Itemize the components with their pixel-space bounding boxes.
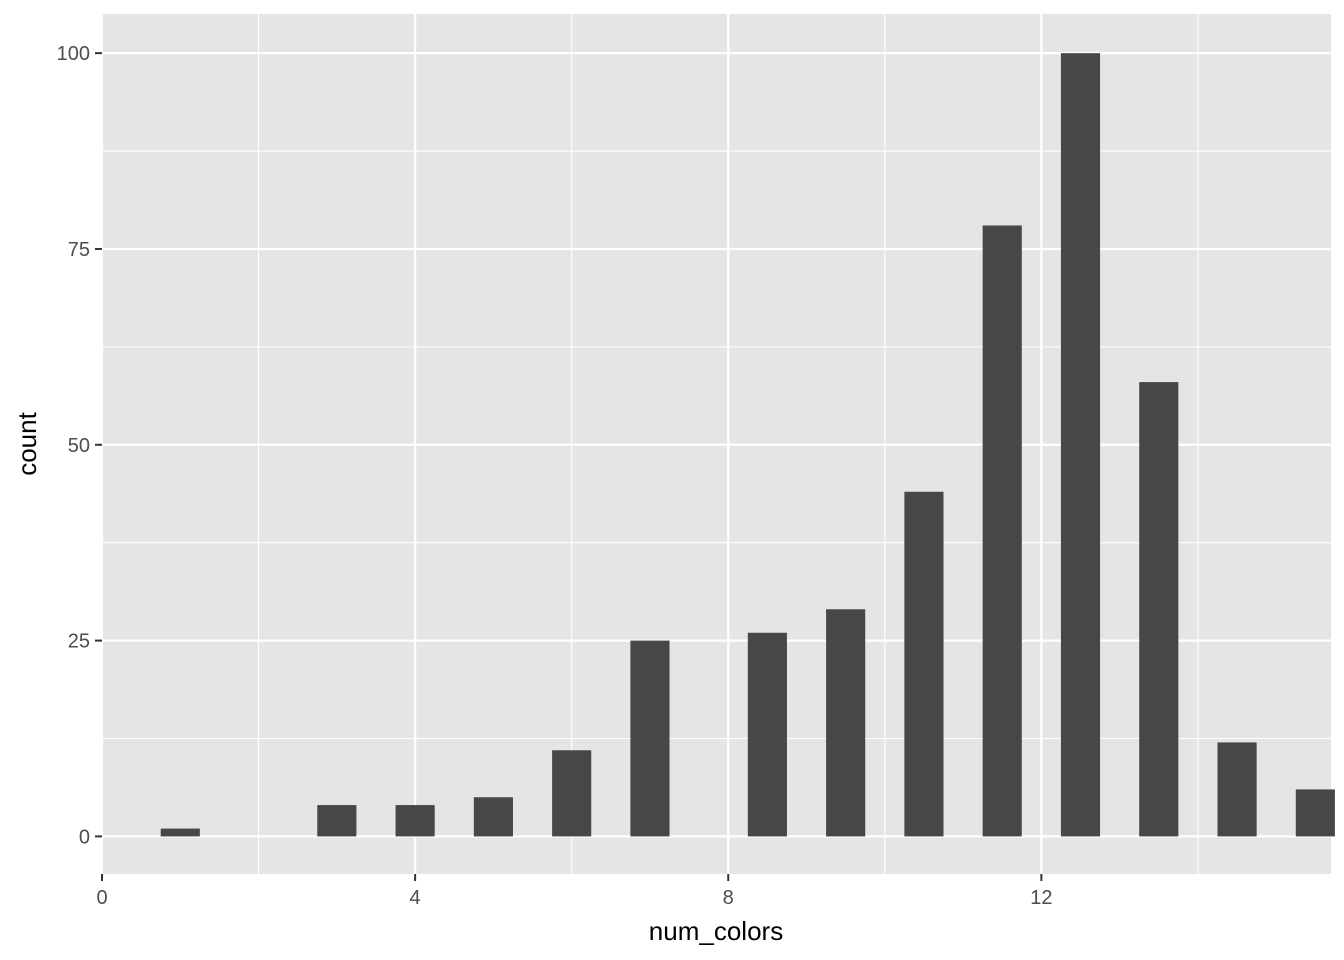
x-tick-label: 12 [1030,887,1052,909]
bar [904,491,944,837]
bar [1217,742,1257,837]
y-tick-label: 100 [57,43,90,65]
y-tick-label: 0 [79,826,90,848]
x-axis-title: num_colors [649,916,783,946]
bar [982,225,1022,837]
y-tick-label: 50 [68,435,90,457]
bar [160,828,200,837]
x-tick-label: 4 [410,887,421,909]
bar [395,805,435,837]
y-tick-label: 75 [68,239,90,261]
x-axis: 0 4 8 12 [96,874,1052,909]
bar [1139,382,1179,837]
bars [160,53,1335,837]
bar [317,805,357,837]
bar [747,632,787,837]
bar [826,609,866,837]
y-axis: 0 25 50 75 100 [57,43,102,848]
y-axis-title: count [12,411,42,475]
y-tick-label: 25 [68,631,90,653]
major-gridlines [100,14,1331,874]
bar [1060,53,1101,837]
bar [630,640,670,837]
x-tick-label: 0 [96,887,107,909]
bar [552,750,592,837]
bar [1295,789,1335,837]
x-tick-label: 8 [723,887,734,909]
bar [473,797,513,837]
